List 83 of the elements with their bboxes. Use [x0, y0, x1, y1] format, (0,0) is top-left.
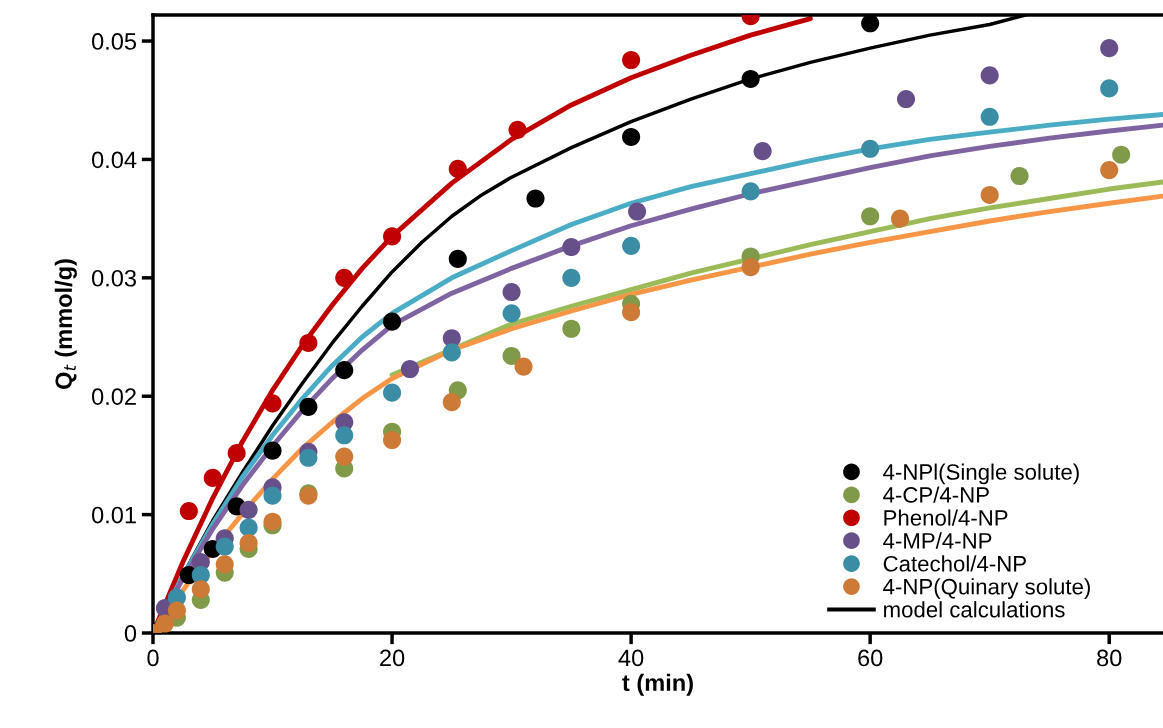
point	[383, 312, 402, 331]
point	[239, 500, 258, 519]
legend-label: model calculations	[884, 601, 1065, 618]
y-tick-label: 0	[124, 625, 137, 642]
legend-label: 4-MP/4-NP	[883, 532, 992, 549]
point	[263, 441, 282, 460]
point	[442, 343, 461, 362]
point	[622, 303, 641, 322]
point	[203, 468, 222, 487]
point	[502, 346, 521, 366]
point	[741, 69, 760, 88]
point	[1010, 166, 1029, 186]
x-tick-label: 60	[858, 649, 883, 667]
point	[335, 447, 354, 466]
point	[622, 50, 641, 70]
point	[1100, 161, 1119, 180]
point	[263, 394, 282, 413]
point	[335, 426, 354, 445]
x-tick-label: 40	[618, 649, 644, 667]
point	[179, 502, 198, 521]
point	[502, 304, 521, 323]
x-tick-label: 0	[147, 649, 159, 667]
y-tick-label: 0.02	[92, 388, 136, 406]
point	[1100, 79, 1119, 98]
point	[562, 319, 581, 338]
point	[299, 333, 318, 352]
point	[980, 66, 999, 85]
line-series	[389, 179, 1163, 378]
point	[299, 397, 318, 416]
point	[448, 159, 467, 178]
point	[215, 537, 234, 556]
legend-label: 4-NPl(Single solute)	[883, 463, 1079, 485]
point	[191, 580, 210, 599]
point	[890, 209, 910, 228]
point	[263, 486, 282, 505]
point	[861, 207, 880, 226]
point	[980, 185, 999, 205]
point	[167, 601, 186, 620]
point	[227, 443, 246, 463]
y-tick-label: 0.01	[92, 506, 136, 524]
point	[514, 357, 533, 376]
y-axis-title: Q$_{t}$ (mmol/g)	[54, 259, 77, 390]
point	[335, 361, 354, 380]
point	[155, 614, 175, 633]
point	[383, 227, 402, 246]
legend-label: Phenol/4-NP	[884, 509, 1008, 526]
point	[753, 142, 772, 161]
x-tick-label: 80	[1097, 649, 1122, 667]
legend-label: 4-NP(Quinary solute)	[883, 578, 1090, 599]
point	[299, 448, 318, 467]
point	[400, 359, 420, 379]
point	[508, 120, 527, 139]
x-tick-label: 20	[380, 649, 405, 667]
y-tick-label: 0.03	[92, 269, 136, 287]
point	[383, 430, 402, 450]
point	[1112, 145, 1131, 164]
x-axis-title: t (min)	[622, 673, 693, 696]
point	[622, 127, 641, 146]
point	[215, 555, 234, 574]
legend-label: Catechol/4-NP	[883, 555, 1026, 572]
point	[239, 533, 258, 553]
point	[383, 383, 402, 402]
point	[622, 236, 641, 255]
point	[442, 393, 461, 412]
point	[448, 249, 467, 268]
point	[335, 268, 354, 287]
point	[741, 182, 760, 201]
point	[526, 189, 545, 208]
y-tick-label: 0.05	[92, 33, 137, 50]
y-tick-label: 0.04	[92, 151, 137, 169]
point	[502, 282, 521, 302]
point	[562, 237, 581, 257]
point	[239, 518, 258, 537]
point	[562, 268, 581, 287]
point	[861, 15, 880, 33]
point	[628, 202, 647, 221]
point	[741, 258, 760, 277]
point	[896, 90, 916, 109]
point	[1100, 39, 1119, 58]
point	[980, 107, 999, 126]
point	[861, 139, 880, 158]
legend-label: 4-CP/4-NP	[883, 486, 989, 503]
point	[263, 512, 282, 531]
